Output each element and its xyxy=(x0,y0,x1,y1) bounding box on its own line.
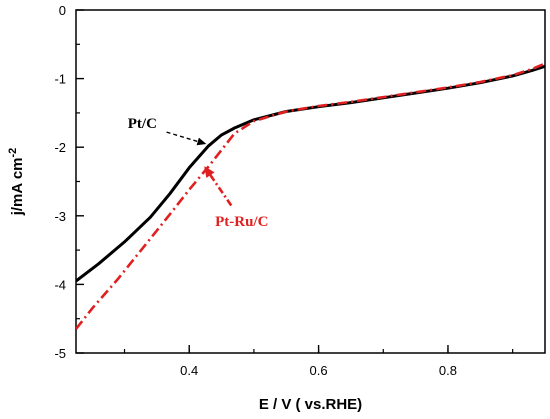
annotation-pt-c: Pt/C xyxy=(128,116,157,132)
y-axis-ticks: 0 -1 -2 -3 -4 -5 xyxy=(54,3,84,361)
series-line-pt-ru-c xyxy=(76,62,545,330)
series-layer xyxy=(76,62,545,330)
y-axis-title-superscript: -2 xyxy=(7,148,19,158)
y-tick-label: -1 xyxy=(54,72,66,87)
plot-frame xyxy=(75,9,546,354)
annotation-arrow-pt-c xyxy=(166,131,207,146)
x-tick-label: 0.6 xyxy=(310,363,328,378)
annotation-arrow-pt-ru-c xyxy=(204,166,233,207)
y-tick-label: -3 xyxy=(54,209,66,224)
x-axis-ticks: 0.4 0.6 0.8 xyxy=(123,345,514,378)
x-axis-title: E / V ( vs.RHE) xyxy=(259,396,362,413)
y-tick-label: 0 xyxy=(59,3,66,18)
x-tick-label: 0.8 xyxy=(439,363,457,378)
annotation-pt-ru-c: Pt-Ru/C xyxy=(215,214,268,230)
y-axis-title: j/mA cm-2 xyxy=(7,148,26,217)
plot-area: 0.4 0.6 0.8 0 -1 -2 -3 -4 -5 Pt/C Pt-Ru/C xyxy=(54,3,546,378)
y-tick-label: -2 xyxy=(54,140,66,155)
y-tick-label: -5 xyxy=(54,346,66,361)
y-axis-title-text: j/mA cm xyxy=(9,157,26,216)
annotation-layer: Pt/C Pt-Ru/C xyxy=(128,116,269,230)
series-line-pt-c xyxy=(76,64,545,283)
y-tick-label: -4 xyxy=(54,277,66,292)
x-tick-label: 0.4 xyxy=(180,363,198,378)
